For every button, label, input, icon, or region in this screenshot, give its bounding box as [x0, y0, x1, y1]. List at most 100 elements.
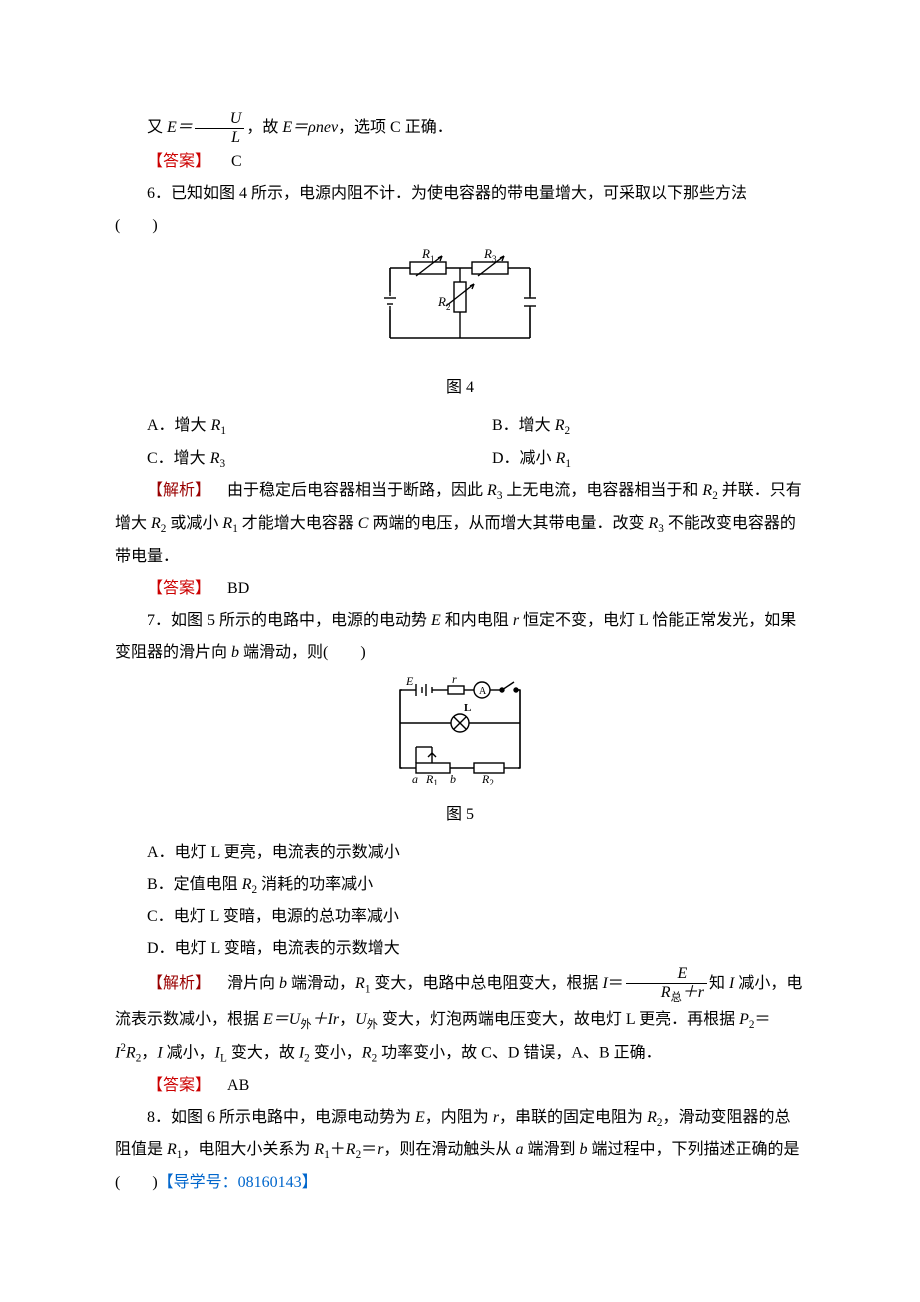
svg-text:r: r: [452, 675, 457, 686]
q7-ana14: 功率变小，故 C、D 错误，A、B 正确．: [377, 1044, 661, 1061]
q7-frac-num: E: [626, 965, 707, 984]
q7-den-r: R: [661, 984, 671, 1001]
intro-frac-num: U: [195, 110, 245, 129]
q7-ana-label: 【解析】: [147, 975, 227, 992]
q6-stem: 6．已知如图 4 所示，电源内阻不计．为使电容器的带电量增大，可采取以下那些方法: [115, 178, 805, 210]
q7-ana10: ，: [141, 1044, 157, 1061]
q6-row1: A．增大 R1 B．增大 R2: [115, 410, 805, 443]
intro-e: E＝: [167, 119, 193, 136]
q7-p2-eq: ＝: [754, 1011, 770, 1028]
q7-den-r2: r: [698, 984, 704, 1001]
q8-s6: ，则在滑动触头从: [383, 1141, 515, 1158]
q6-ana2: 上无电流，电容器相当于和: [502, 482, 702, 499]
q7-b: b: [231, 644, 239, 661]
q6-opt-d-text: D．减小: [492, 450, 556, 467]
q6-opt-c: C．增大 R3: [115, 443, 460, 476]
answer5-label: 【答案】: [147, 153, 227, 170]
q6-ana-label: 【解析】: [147, 482, 227, 499]
q7-answer-label: 【答案】: [147, 1077, 227, 1094]
q6-opt-b-sub: 2: [564, 425, 570, 437]
q7-answer-value: AB: [227, 1077, 249, 1094]
q7-r2: R: [126, 1044, 136, 1061]
q6-paren-text: ( ): [115, 217, 158, 234]
q7-s1: 7．如图 5 所示的电路中，电源的电动势: [147, 612, 431, 629]
q6-opt-b: B．增大 R2: [460, 410, 805, 443]
q6-opt-d-sub: 1: [565, 458, 571, 470]
q6-r1a: R: [222, 515, 232, 532]
intro-frac: UL: [195, 110, 245, 146]
q8-rel2: R: [346, 1141, 356, 1158]
q8-s1: 8．如图 6 所示电路中，电源电动势为: [147, 1109, 415, 1126]
q7-opt-c-text: C．电灯 L 变暗，电源的总功率减小: [147, 908, 399, 925]
q6-ana5: 才能增大电容器: [238, 515, 358, 532]
figure-4: R1 R3 R2 图 4: [115, 248, 805, 404]
q7-r2c: R: [362, 1044, 372, 1061]
q7-opt-c: C．电灯 L 变暗，电源的总功率减小: [115, 901, 805, 933]
q7-ana11: 减小，: [163, 1044, 215, 1061]
intro-mid: ，故: [246, 119, 282, 136]
q8-s3: ，串联的固定电阻为: [499, 1109, 647, 1126]
q8-rel1: R: [314, 1141, 324, 1158]
svg-text:E: E: [405, 675, 414, 688]
q6-opt-d: D．减小 R1: [460, 443, 805, 476]
circuit-svg-5: E r A L a R1 b R2: [370, 675, 550, 785]
q7-den-plus: ＋: [682, 984, 698, 1001]
q6-opt-a-sub: 1: [220, 425, 226, 437]
q7-opt-b-text: B．定值电阻: [147, 876, 242, 893]
q6-ana1: 由于稳定后电容器相当于断路，因此: [227, 482, 487, 499]
q7-frac-den: R总＋r: [626, 984, 707, 1005]
q7-p2: P: [739, 1011, 749, 1028]
q7-opt-b2: 消耗的功率减小: [257, 876, 373, 893]
q6-r2a: R: [702, 482, 712, 499]
figure-5: E r A L a R1 b R2 图 5: [115, 675, 805, 831]
q7-ana9: 变大，灯泡两端电压变大，故电灯 L 更亮．再根据: [378, 1011, 735, 1028]
q7-ana2: 端滑动，: [287, 975, 355, 992]
intro-nev: nev: [316, 119, 338, 136]
q7-stem: 7．如图 5 所示的电路中，电源的电动势 E 和内电阻 r 恒定不变，电灯 L …: [115, 605, 805, 669]
q7-u: U: [355, 1011, 367, 1028]
q8-e: E: [415, 1109, 425, 1126]
q7-s2: 和内电阻: [441, 612, 513, 629]
q6-opt-a-r: R: [211, 417, 221, 434]
q6-opt-c-sub: 3: [219, 458, 225, 470]
q7-ana-b: b: [279, 975, 287, 992]
q6-analysis: 【解析】由于稳定后电容器相当于断路，因此 R3 上无电流，电容器相当于和 R2 …: [115, 475, 805, 572]
q7-il-sub: L: [220, 1052, 227, 1064]
q7-ana13: 变小，: [310, 1044, 362, 1061]
q8-guide: 【导学号：08160143】: [158, 1174, 318, 1191]
circuit-svg-4: R1 R3 R2: [360, 248, 560, 358]
q7-opt-b: B．定值电阻 R2 消耗的功率减小: [115, 869, 805, 902]
q8-s7: 端滑到: [523, 1141, 579, 1158]
q6-opt-b-r: R: [555, 417, 565, 434]
q7-ana3: 变大，电路中总电阻变大，根据: [370, 975, 602, 992]
q6-opt-c-text: C．增大: [147, 450, 210, 467]
q8-rel-plus: ＋: [330, 1141, 346, 1158]
q6-row2: C．增大 R3 D．减小 R1: [115, 443, 805, 476]
q8-rel-eq: ＝: [361, 1141, 377, 1158]
q8-r2: R: [647, 1109, 657, 1126]
q6-r3a: R: [487, 482, 497, 499]
svg-text:A: A: [479, 686, 487, 697]
svg-text:R2: R2: [437, 294, 450, 312]
svg-text:b: b: [450, 772, 456, 785]
q8-stem: 8．如图 6 所示电路中，电源电动势为 E，内阻为 r，串联的固定电阻为 R2，…: [115, 1102, 805, 1199]
q7-den-sub: 总: [671, 992, 682, 1004]
intro-e2: E＝: [282, 119, 308, 136]
q7-opt-d: D．电灯 L 变暗，电流表的示数增大: [115, 933, 805, 965]
q7-ana1: 滑片向: [227, 975, 279, 992]
intro-prefix: 又: [147, 119, 167, 136]
q7-ana4: 知: [709, 975, 729, 992]
q7-e: E: [431, 612, 441, 629]
q6-c: C: [358, 515, 369, 532]
q7-frac: ER总＋r: [626, 965, 707, 1004]
fig5-caption: 图 5: [115, 799, 805, 831]
svg-text:a: a: [412, 772, 418, 785]
q6-opt-c-r: R: [210, 450, 220, 467]
q7-ana7: ＋Ir: [312, 1011, 340, 1028]
intro-line: 又 E＝UL，故 E＝ρnev，选项 C 正确．: [115, 110, 805, 146]
answer5-value: C: [231, 153, 242, 170]
svg-text:L: L: [464, 702, 471, 714]
q7-opt-a-text: A．电灯 L 更亮，电流表的示数减小: [147, 844, 400, 861]
q7-eq: ＝: [608, 975, 624, 992]
q7-opt-b-r: R: [242, 876, 252, 893]
